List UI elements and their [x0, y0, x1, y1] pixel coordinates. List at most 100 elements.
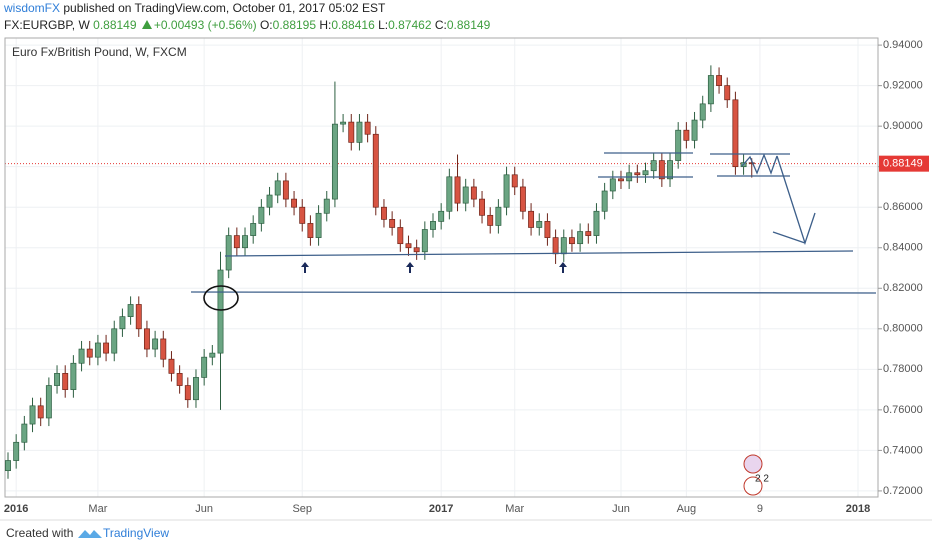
x-tick-label: Aug: [677, 503, 697, 515]
x-tick-label: Mar: [88, 503, 107, 515]
candle-body: [274, 180, 281, 196]
candle-body: [748, 162, 755, 165]
quote-line: FX:EURGBP, W 0.88149 +0.00493 (+0.56%) O…: [4, 17, 490, 34]
candle-body: [54, 373, 60, 386]
candle-body: [94, 342, 101, 358]
x-tick-label: Mar: [505, 503, 524, 515]
brand[interactable]: TradingView: [103, 526, 169, 540]
y-tick-label: 0.78000: [883, 363, 923, 375]
candle-body: [642, 170, 649, 176]
candle-body: [37, 405, 44, 419]
chart-title: Euro Fx/British Pound, W, FXCM: [12, 45, 187, 59]
candle-body: [389, 219, 396, 228]
candle-body: [568, 237, 575, 245]
candle-body: [176, 373, 183, 386]
symbol: FX:EURGBP, W: [4, 18, 90, 32]
candle-body: [348, 121, 355, 143]
y-tick-label: 0.94000: [883, 39, 923, 51]
candle-body: [315, 212, 322, 238]
q-value: 0.87462: [388, 18, 432, 32]
candle-body: [454, 176, 461, 204]
candle-body: [397, 227, 404, 245]
header: wisdomFX published on TradingView.com, O…: [4, 0, 490, 34]
candle-body: [209, 352, 216, 358]
candle-body: [675, 129, 682, 161]
q-label: C:: [434, 18, 447, 32]
candle-body: [462, 186, 469, 204]
trend-line: [190, 291, 877, 294]
trend-line: [224, 250, 854, 257]
candle-body: [160, 338, 167, 360]
candle-body: [152, 338, 159, 350]
candle-body: [307, 223, 314, 238]
candle-body: [381, 206, 387, 220]
candle-body: [479, 198, 485, 216]
y-tick-label: 0.74000: [883, 444, 923, 456]
candle-body: [650, 160, 657, 172]
candle-body: [519, 186, 526, 212]
logo[interactable]: [78, 530, 102, 538]
candle-body: [103, 342, 110, 354]
y-tick-label: 0.82000: [883, 282, 923, 294]
candle-body: [716, 75, 723, 86]
candle-body: [193, 377, 199, 401]
candle-body: [430, 221, 436, 230]
candle-body: [86, 348, 93, 358]
grid: [5, 38, 878, 497]
ellipse: [203, 285, 239, 311]
candle-body: [544, 221, 551, 238]
candle-body: [495, 206, 502, 226]
candle-body: [552, 237, 559, 255]
event-icon[interactable]: [743, 454, 763, 474]
candle-body: [413, 247, 420, 253]
candle-body: [470, 186, 477, 200]
candle-body: [405, 243, 412, 249]
candle-body: [143, 328, 150, 350]
candle-body: [577, 231, 584, 245]
published: published on TradingView.com, October 01…: [63, 1, 386, 15]
candle-body: [62, 373, 69, 390]
publish-line: wisdomFX published on TradingView.com, O…: [4, 0, 490, 17]
candle-body: [634, 172, 641, 176]
projection: [772, 231, 806, 244]
up-arrow: [559, 262, 567, 273]
candle-body: [78, 348, 85, 364]
candle-body: [658, 160, 665, 180]
candle-body: [323, 198, 330, 214]
candle-body: [217, 269, 224, 354]
candle-body: [560, 237, 567, 255]
x-tick-label: 2016: [4, 503, 28, 515]
x-tick-label: Sep: [292, 503, 312, 515]
candle-body: [250, 223, 257, 236]
footer-text: Created with: [6, 526, 73, 540]
y-tick-label: 0.80000: [883, 323, 923, 335]
candle-body: [667, 160, 673, 180]
q-value: 0.88195: [272, 18, 317, 32]
arrows: [301, 262, 567, 273]
plot-frame: [4, 37, 879, 498]
candle-body: [511, 174, 518, 188]
candle-body: [356, 121, 363, 143]
last-price-box: [879, 155, 929, 172]
x-tick-label: 2017: [429, 503, 453, 515]
q-label: H:: [319, 18, 332, 32]
candle-body: [225, 235, 232, 271]
y-tick-label: 0.90000: [883, 120, 923, 132]
candle-body: [421, 229, 428, 253]
candle-body: [119, 316, 126, 330]
candle-body: [201, 356, 208, 378]
author[interactable]: wisdomFX: [4, 1, 61, 15]
x-tick-label: 2018: [846, 503, 870, 515]
candle-body: [13, 441, 20, 461]
drawings: [190, 152, 877, 311]
candles: [5, 65, 755, 479]
candle-body: [70, 362, 77, 390]
x-tick-label: Jun: [195, 503, 213, 515]
projection: [776, 155, 816, 246]
candle-body: [111, 328, 118, 354]
candle-body: [446, 176, 453, 212]
candle-body: [585, 231, 592, 236]
event-icon[interactable]: [743, 476, 763, 496]
